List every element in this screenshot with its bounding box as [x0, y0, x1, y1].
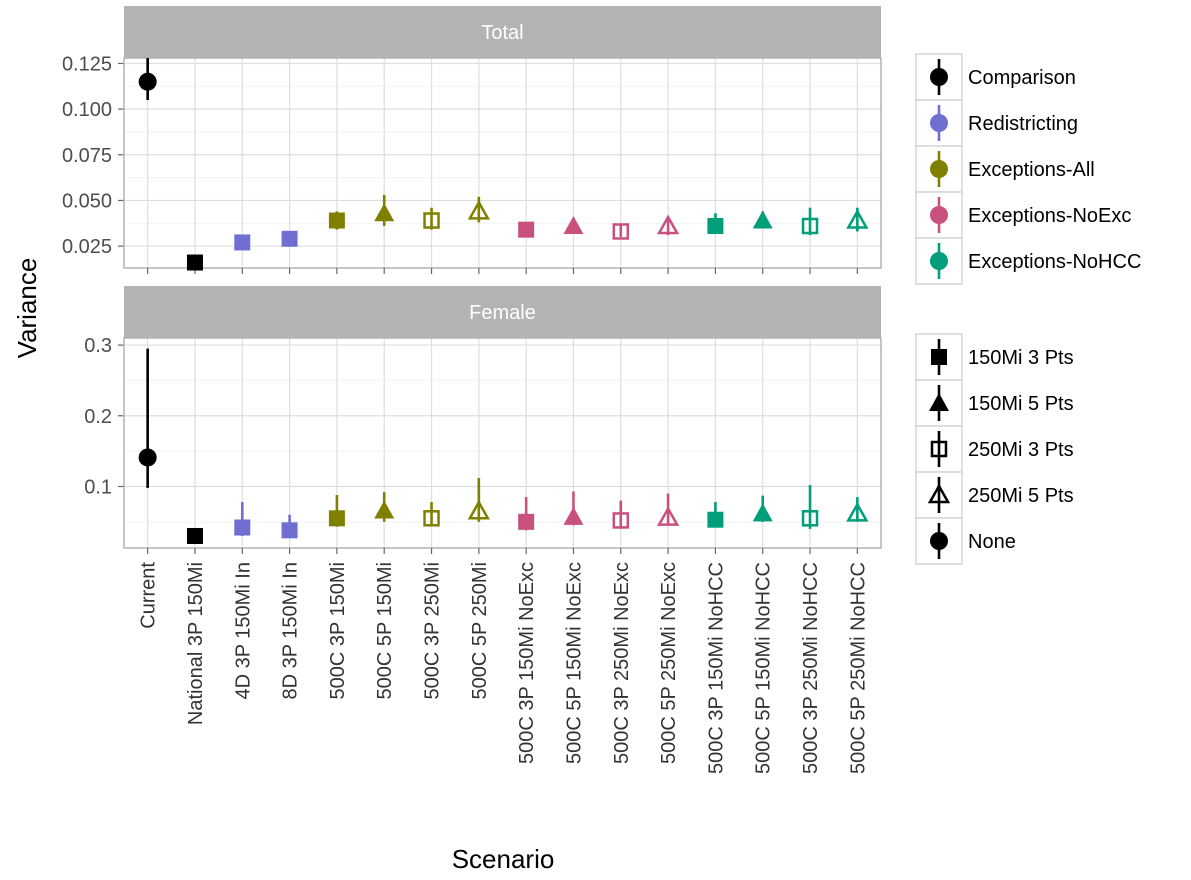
data-point [467, 199, 490, 220]
data-point [752, 210, 773, 229]
data-point [656, 506, 680, 526]
data-point [752, 503, 773, 522]
color-legend: Comparison Redistricting Exceptions-All Exc… [915, 53, 1141, 285]
legend-label: Exceptions-NoExc [968, 205, 1131, 227]
x-tick-label: 500C 5P 150Mi NoHCC [753, 562, 775, 774]
data-point [656, 214, 680, 235]
data-point [138, 72, 157, 91]
data-point [467, 499, 490, 520]
x-tick-label: 500C 5P 250Mi NoHCC [847, 562, 869, 774]
panel-female: Female 0.1 0.2 0.3 [84, 286, 882, 554]
data-point [518, 221, 535, 238]
y-tick-label: 0.050 [62, 190, 112, 212]
data-point [801, 217, 819, 235]
y-tick-label: 0.075 [62, 145, 112, 167]
x-tick-label: 500C 3P 150Mi [327, 562, 349, 700]
x-tick-label: 500C 3P 250Mi NoHCC [800, 562, 822, 774]
data-point [234, 234, 251, 251]
data-point [612, 512, 630, 529]
legend-marker [930, 440, 948, 458]
legend-label: 150Mi 5 Pts [968, 393, 1074, 415]
data-point [374, 203, 395, 222]
data-point [563, 216, 584, 234]
legend-label: None [968, 531, 1016, 553]
data-point [846, 501, 869, 522]
shape-legend: 150Mi 3 Pts 150Mi 5 Pts 250Mi 3 Pts 250Mi 5… [915, 333, 1074, 565]
data-point [328, 212, 345, 229]
x-tick-label: 500C 3P 150Mi NoExc [516, 562, 538, 764]
data-point [138, 448, 157, 467]
x-tick-label: Current [138, 562, 160, 629]
data-point [707, 511, 724, 528]
data-point [186, 527, 203, 544]
panel-border [123, 57, 882, 269]
x-tick-label: 500C 3P 250Mi NoExc [611, 562, 633, 764]
legend-label: 150Mi 3 Pts [968, 347, 1074, 369]
legend-label: Exceptions-NoHCC [968, 251, 1141, 273]
legend-marker [927, 483, 951, 504]
plot-background [124, 338, 881, 548]
legend-label: Comparison [968, 67, 1076, 89]
y-tick-label: 0.1 [84, 476, 112, 498]
y-tick-label: 0.125 [62, 53, 112, 75]
legend-marker [929, 393, 949, 411]
x-axis-title: Scenario [452, 844, 555, 874]
legend-label: 250Mi 3 Pts [968, 439, 1074, 461]
y-tick-label: 0.025 [62, 236, 112, 258]
x-tick-label: 500C 3P 150Mi NoHCC [705, 562, 727, 774]
legend-label: 250Mi 5 Pts [968, 485, 1074, 507]
x-tick-label: 500C 5P 250Mi NoExc [658, 562, 680, 764]
legend-marker [930, 206, 948, 224]
strip-label: Total [481, 22, 523, 44]
data-point [186, 254, 203, 271]
panel-total: Total 0.025 0.050 0.075 0.100 0.125 [62, 6, 882, 274]
data-point [281, 230, 298, 247]
data-point [707, 218, 724, 234]
legend-label: Redistricting [968, 113, 1078, 135]
legend-marker [930, 160, 948, 178]
data-point [423, 212, 440, 229]
data-point [801, 510, 819, 527]
legend-marker [930, 532, 948, 550]
y-tick-label: 0.2 [84, 406, 112, 428]
x-tick-label: 500C 5P 150Mi NoExc [563, 562, 585, 764]
data-point [328, 510, 345, 527]
strip-background [124, 6, 881, 58]
y-tick-label: 0.100 [62, 99, 112, 121]
legend-marker [930, 114, 948, 132]
x-tick-label: 8D 3P 150Mi In [280, 562, 302, 700]
y-axis-title: Variance [12, 258, 42, 359]
data-point [234, 519, 251, 536]
x-tick-label: 500C 3P 250Mi [422, 562, 444, 700]
legend-marker [930, 68, 948, 86]
panel-border [123, 337, 882, 549]
data-point [846, 208, 869, 229]
x-tick-label: National 3P 150Mi [185, 562, 207, 725]
legend-marker [931, 349, 947, 365]
data-point [612, 223, 630, 240]
legend-label: Exceptions-All [968, 159, 1095, 181]
x-tick-label: 500C 5P 250Mi [469, 562, 491, 700]
plot-background [124, 58, 881, 268]
data-point [518, 513, 535, 530]
data-point [563, 506, 584, 525]
x-tick-label: 4D 3P 150Mi In [232, 562, 254, 700]
data-point [374, 500, 395, 519]
legend-marker [930, 252, 948, 270]
x-tick-label: 500C 5P 150Mi [374, 562, 396, 700]
strip-label: Female [469, 302, 536, 324]
data-point [423, 510, 440, 527]
data-point [281, 522, 298, 539]
strip-background [124, 286, 881, 338]
y-tick-label: 0.3 [84, 335, 112, 357]
